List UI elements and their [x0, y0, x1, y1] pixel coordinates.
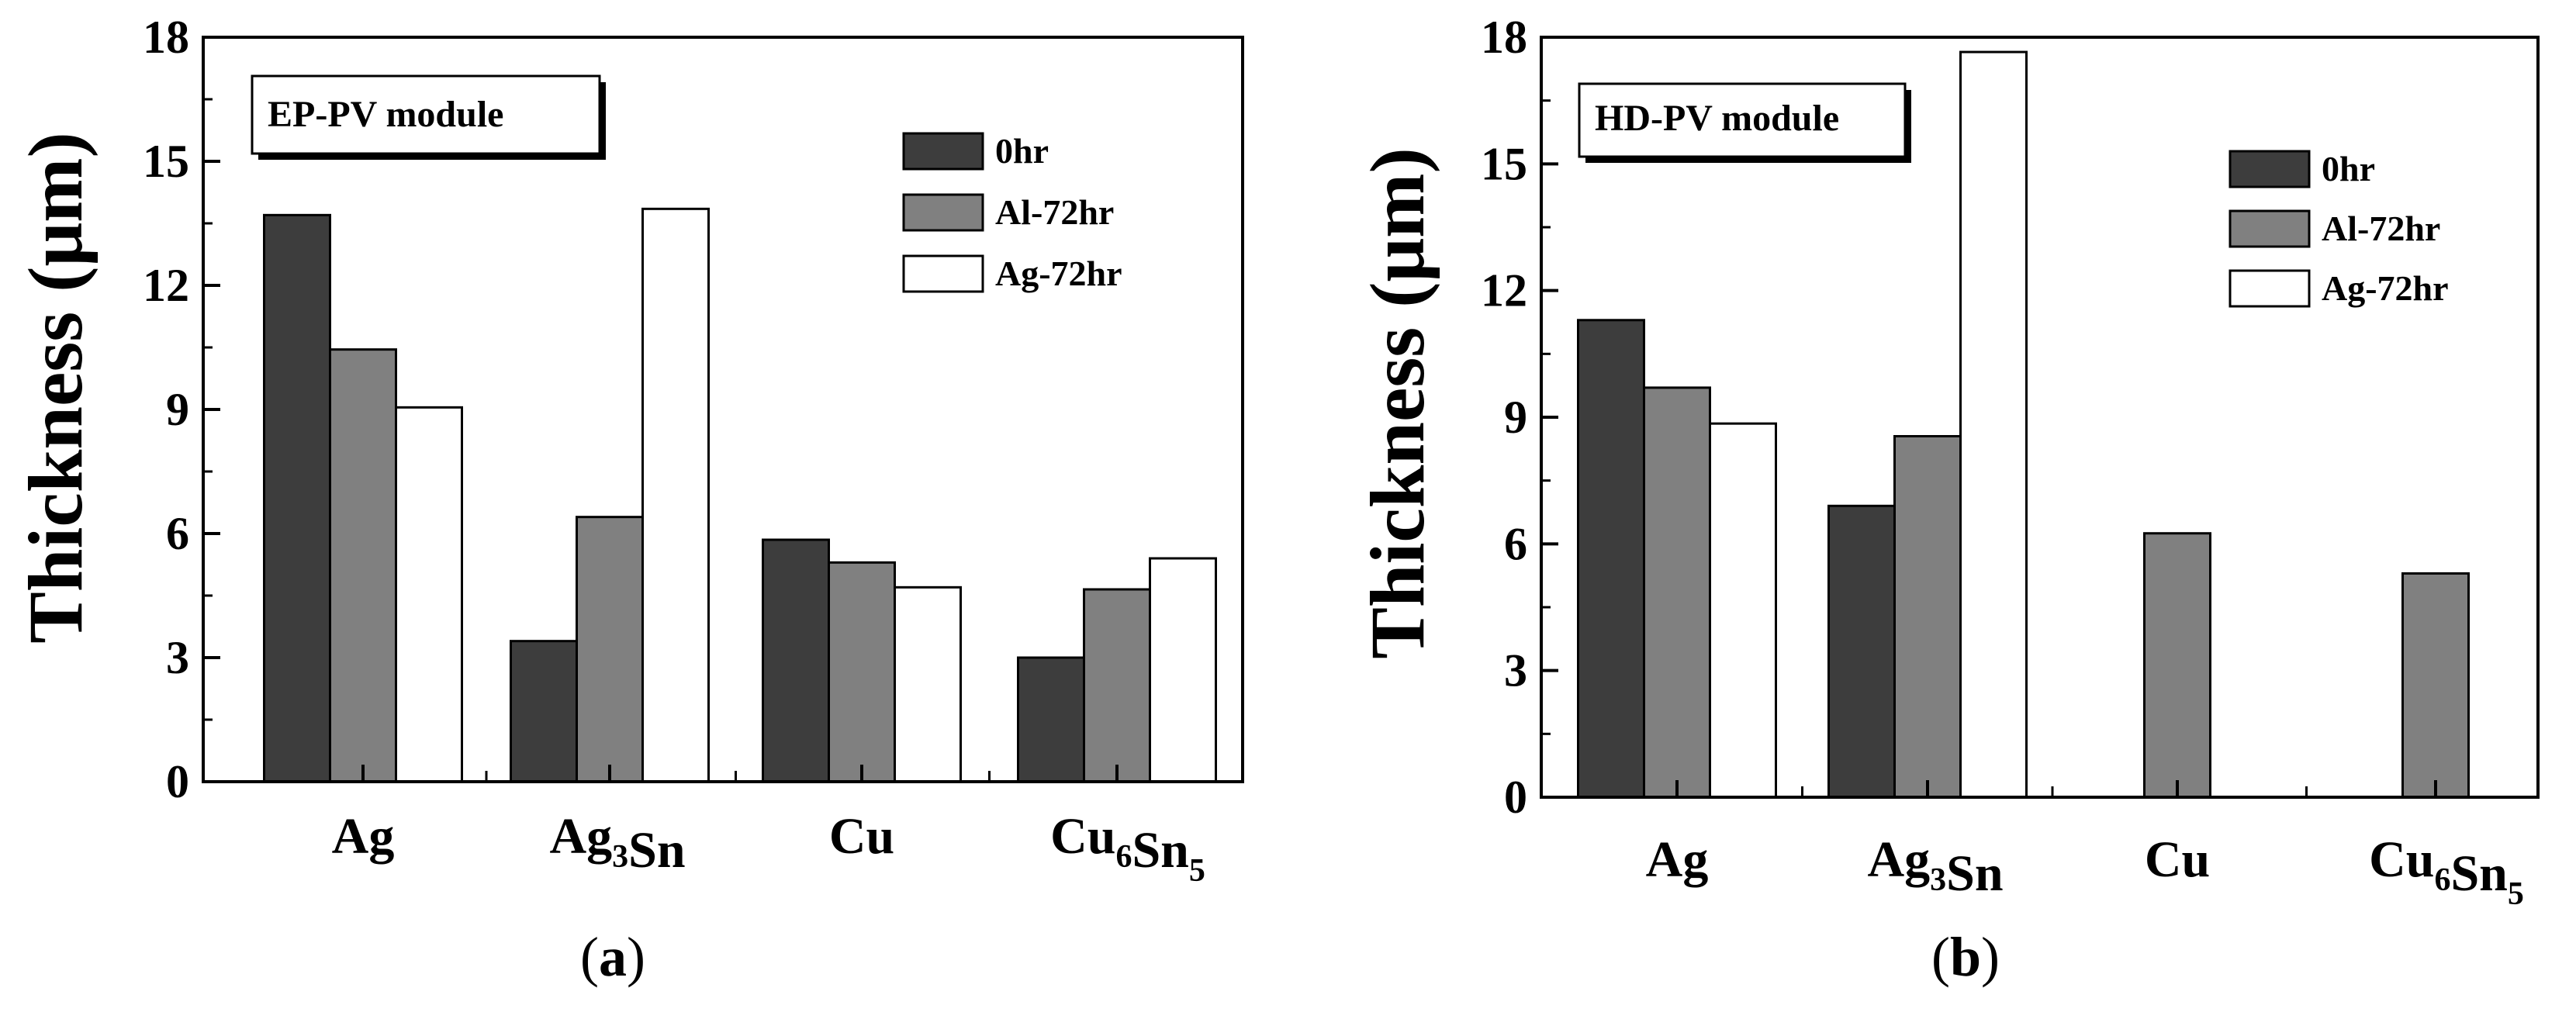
chart-title: EP-PV module — [268, 94, 503, 135]
bar-Ag-Al-72hr — [1643, 386, 1711, 799]
x-category-label: Cu — [829, 808, 894, 865]
legend: 0hr Al-72hr Ag-72hr — [2228, 149, 2449, 308]
x-category-label: Cu6Sn5 — [2369, 831, 2524, 912]
bar-Cu-Al-72hr — [2143, 532, 2211, 799]
bar-Ag3Sn-0hr — [510, 640, 578, 783]
panel-label: (b) — [1931, 926, 2000, 988]
bar-Ag-Al-72hr — [329, 348, 397, 783]
y-tick-label: 18 — [143, 12, 189, 63]
bar-Ag-0hr — [263, 213, 331, 783]
legend-label: Al-72hr — [995, 192, 1114, 232]
x-category-label: Ag — [332, 808, 395, 865]
bar-Ag3Sn-Al-72hr — [1893, 435, 1962, 799]
y-axis-label: Thickness (μm) — [12, 132, 99, 644]
bar-Ag3Sn-0hr — [1827, 504, 1896, 799]
panel-label: (a) — [580, 926, 645, 988]
y-tick-label: 12 — [1481, 265, 1527, 316]
y-tick-label: 15 — [1481, 138, 1527, 189]
y-axis-label: Thickness (μm) — [1354, 147, 1440, 659]
chart-panel-a: 0 3 6 9 12 15 18 Ag Ag3Sn Cu Cu6Sn5 Thickness (μm) E… — [12, 12, 1244, 988]
legend-label: 0hr — [995, 131, 1049, 171]
legend-swatch-0hr — [2228, 150, 2311, 188]
bar-Cu-Al-72hr — [828, 561, 896, 783]
bar-Ag-Ag-72hr — [1709, 422, 1777, 799]
y-tick-label: 15 — [143, 136, 189, 187]
y-tick-label: 3 — [166, 632, 189, 683]
bar-Cu-0hr — [762, 538, 830, 783]
bar-Ag3Sn-Al-72hr — [576, 516, 644, 783]
legend-swatch-Al-72hr — [902, 193, 984, 232]
title-box — [251, 74, 601, 155]
legend-swatch-0hr — [902, 132, 984, 171]
y-tick-label: 18 — [1481, 12, 1527, 63]
x-category-label: Ag3Sn — [549, 808, 685, 879]
x-category-label: Cu6Sn5 — [1050, 808, 1205, 889]
x-category-label: Ag — [1646, 831, 1709, 888]
bar-Cu6Sn5-0hr — [1017, 656, 1085, 783]
legend-label: Al-72hr — [2322, 209, 2440, 248]
bar-Cu6Sn5-Ag-72hr — [1149, 557, 1217, 783]
y-tick-label: 0 — [1504, 772, 1527, 823]
title-box — [1578, 82, 1907, 158]
bar-Cu-Ag-72hr — [894, 585, 962, 783]
legend-swatch-Ag-72hr — [902, 254, 984, 293]
y-tick-label: 6 — [1504, 518, 1527, 569]
y-tick-label: 6 — [166, 508, 189, 559]
legend-swatch-Ag-72hr — [2228, 269, 2311, 308]
x-category-label: Ag3Sn — [1867, 831, 2003, 902]
bar-Ag-Ag-72hr — [395, 406, 463, 783]
legend-label: 0hr — [2322, 149, 2375, 188]
chart-panel-b: 0 3 6 9 12 15 18 Ag Ag3Sn Cu Cu6Sn5 Thickness (μm) H… — [1354, 12, 2540, 988]
legend-label: Ag-72hr — [2322, 268, 2449, 308]
y-tick-label: 0 — [166, 756, 189, 807]
x-category-label: Cu — [2145, 831, 2210, 888]
bar-Ag3Sn-Ag-72hr — [641, 207, 710, 783]
y-tick-label: 3 — [1504, 645, 1527, 696]
chart-title: HD-PV module — [1595, 98, 1839, 139]
legend: 0hr Al-72hr Ag-72hr — [902, 131, 1122, 293]
y-tick-label: 9 — [1504, 392, 1527, 443]
bar-Cu6Sn5-Al-72hr — [1083, 588, 1151, 783]
bar-Ag-0hr — [1577, 319, 1645, 799]
legend-swatch-Al-72hr — [2228, 209, 2311, 248]
bar-Ag3Sn-Ag-72hr — [1959, 50, 2028, 799]
legend-label: Ag-72hr — [995, 254, 1122, 293]
y-tick-label: 12 — [143, 260, 189, 311]
y-tick-label: 9 — [166, 384, 189, 435]
bar-Cu6Sn5-Al-72hr — [2401, 572, 2470, 799]
